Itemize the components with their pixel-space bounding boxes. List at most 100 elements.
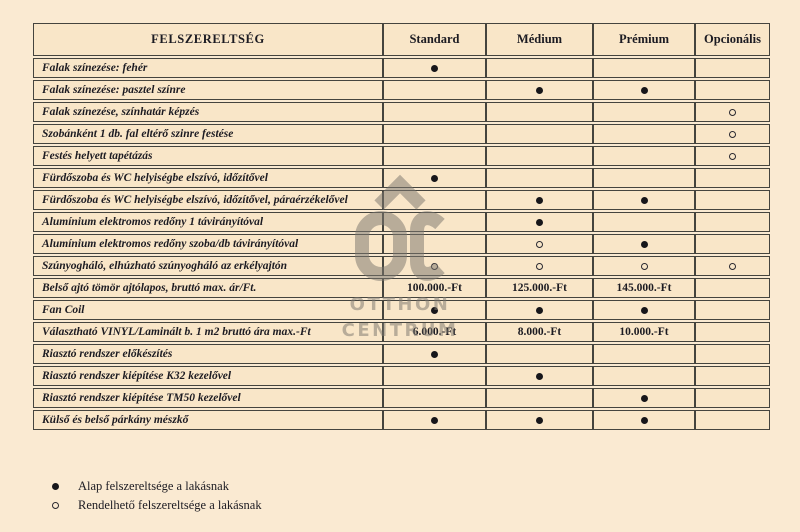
- value-cell-opcionalis: [695, 300, 770, 320]
- value-cell-standard: 100.000.-Ft: [383, 278, 486, 298]
- open-dot-icon: [729, 130, 736, 138]
- open-dot-icon: [729, 262, 736, 270]
- value-cell-medium: [486, 212, 593, 232]
- table-row: Fürdőszoba és WC helyiségbe elszívó, idő…: [33, 168, 770, 188]
- table-row: Külső és belső párkány mészkő: [33, 410, 770, 430]
- value-cell-opcionalis: [695, 168, 770, 188]
- value-cell-premium: [593, 102, 695, 122]
- legend-filled-dot-icon: [52, 483, 78, 490]
- filled-dot-icon: [536, 196, 543, 204]
- feature-label: Riasztó rendszer kiépítése K32 kezelővel: [33, 366, 383, 386]
- value-cell-standard: [383, 410, 486, 430]
- table-row: Alumínium elektromos redőny 1 távirányít…: [33, 212, 770, 232]
- value-cell-standard: [383, 124, 486, 144]
- value-cell-opcionalis: [695, 212, 770, 232]
- open-dot-icon: [729, 152, 736, 160]
- column-header-medium: Médium: [486, 23, 593, 56]
- value-cell-premium: [593, 410, 695, 430]
- value-cell-opcionalis: [695, 366, 770, 386]
- value-cell-medium: [486, 58, 593, 78]
- value-cell-standard: [383, 102, 486, 122]
- filled-dot-icon: [431, 350, 438, 358]
- open-dot-icon: [640, 262, 648, 270]
- open-dot-icon: [536, 240, 543, 248]
- table-row: Belső ajtó tömör ajtólapos, bruttó max. …: [33, 278, 770, 298]
- table-row: Szobánként 1 db. fal eltérő szinre festé…: [33, 124, 770, 144]
- value-cell-premium: [593, 366, 695, 386]
- value-cell-opcionalis: [695, 146, 770, 166]
- feature-label: Fürdőszoba és WC helyiségbe elszívó, idő…: [33, 168, 383, 188]
- table-row: Falak színezése: pasztel színre: [33, 80, 770, 100]
- value-cell-opcionalis: [695, 190, 770, 210]
- legend-label: Alap felszereltsége a lakásnak: [78, 479, 229, 493]
- value-cell-medium: [486, 300, 593, 320]
- table-row: Falak színezése, színhatár képzés: [33, 102, 770, 122]
- value-cell-premium: [593, 168, 695, 188]
- value-cell-standard: [383, 344, 486, 364]
- filled-dot-icon: [640, 306, 648, 314]
- value-cell-premium: [593, 58, 695, 78]
- table-row: Falak színezése: fehér: [33, 58, 770, 78]
- table-row: Választható VINYL/Laminált b. 1 m2 brutt…: [33, 322, 770, 342]
- value-cell-opcionalis: [695, 102, 770, 122]
- value-cell-medium: [486, 388, 593, 408]
- filled-dot-icon: [640, 86, 648, 94]
- table-row: Riasztó rendszer kiépítése TM50 kezelőve…: [33, 388, 770, 408]
- filled-dot-icon: [640, 416, 648, 424]
- value-cell-premium: [593, 234, 695, 254]
- filled-dot-icon: [431, 416, 438, 424]
- header-row: FELSZERELTSÉG Standard Médium Prémium Op…: [33, 23, 770, 56]
- table-row: Fan Coil: [33, 300, 770, 320]
- feature-label: Alumínium elektromos redőny 1 távirányít…: [33, 212, 383, 232]
- table-row: Fürdőszoba és WC helyiségbe elszívó, idő…: [33, 190, 770, 210]
- value-cell-medium: [486, 256, 593, 276]
- legend-label: Rendelhető felszereltsége a lakásnak: [78, 498, 262, 512]
- feature-label: Szúnyogháló, elhúzható szúnyogháló az er…: [33, 256, 383, 276]
- value-cell-opcionalis: [695, 58, 770, 78]
- value-cell-medium: 8.000.-Ft: [486, 322, 593, 342]
- feature-label: Fan Coil: [33, 300, 383, 320]
- value-cell-standard: [383, 234, 486, 254]
- feature-label: Riasztó rendszer kiépítése TM50 kezelőve…: [33, 388, 383, 408]
- feature-label: Festés helyett tapétázás: [33, 146, 383, 166]
- value-cell-medium: [486, 168, 593, 188]
- value-cell-premium: 145.000.-Ft: [593, 278, 695, 298]
- open-dot-icon: [729, 108, 736, 116]
- value-cell-opcionalis: [695, 234, 770, 254]
- value-cell-medium: [486, 366, 593, 386]
- value-cell-medium: [486, 344, 593, 364]
- value-cell-standard: [383, 58, 486, 78]
- feature-label: Külső és belső párkány mészkő: [33, 410, 383, 430]
- open-dot-icon: [536, 262, 543, 270]
- feature-label: Szobánként 1 db. fal eltérő szinre festé…: [33, 124, 383, 144]
- value-cell-standard: [383, 212, 486, 232]
- value-cell-premium: [593, 212, 695, 232]
- value-cell-standard: [383, 256, 486, 276]
- value-cell-premium: [593, 146, 695, 166]
- value-cell-standard: [383, 80, 486, 100]
- table-row: Alumínium elektromos redőny szoba/db táv…: [33, 234, 770, 254]
- value-cell-standard: [383, 388, 486, 408]
- value-cell-premium: [593, 300, 695, 320]
- column-header-opcionalis: Opcionális: [695, 23, 770, 56]
- filled-dot-icon: [431, 306, 438, 314]
- filled-dot-icon: [640, 240, 648, 248]
- value-cell-medium: 125.000.-Ft: [486, 278, 593, 298]
- filled-dot-icon: [640, 394, 648, 402]
- filled-dot-icon: [536, 416, 543, 424]
- column-header-standard: Standard: [383, 23, 486, 56]
- table-row: Riasztó rendszer előkészítés: [33, 344, 770, 364]
- open-dot-icon: [431, 262, 438, 270]
- legend-item-rendelheto: Rendelhető felszereltsége a lakásnak: [52, 496, 262, 515]
- value-cell-opcionalis: [695, 124, 770, 144]
- value-cell-premium: [593, 344, 695, 364]
- value-cell-premium: [593, 124, 695, 144]
- legend-open-dot-icon: [52, 502, 78, 509]
- table-row: Szúnyogháló, elhúzható szúnyogháló az er…: [33, 256, 770, 276]
- felszereltseg-table: FELSZERELTSÉG Standard Médium Prémium Op…: [33, 21, 770, 432]
- feature-label: Riasztó rendszer előkészítés: [33, 344, 383, 364]
- feature-label: Falak színezése: pasztel színre: [33, 80, 383, 100]
- filled-dot-icon: [536, 306, 543, 314]
- value-cell-medium: [486, 80, 593, 100]
- filled-dot-icon: [431, 174, 438, 182]
